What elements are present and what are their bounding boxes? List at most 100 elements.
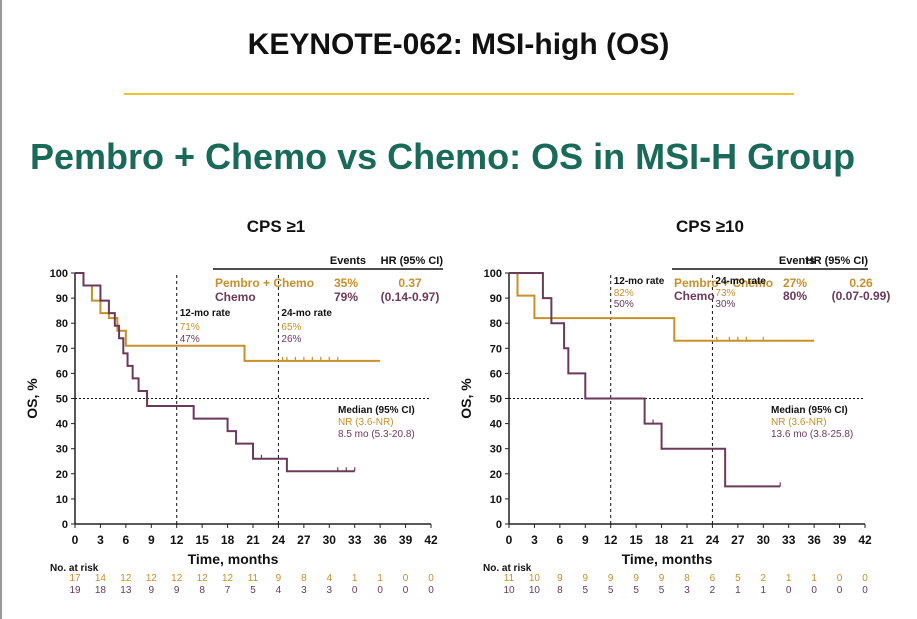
risk-table-cell: 5	[608, 585, 614, 596]
x-tick-label: 42	[858, 533, 872, 547]
risk-table-cell: 3	[684, 585, 690, 596]
landmark-rate-pembro-chemo: 71%	[180, 322, 200, 333]
risk-table-cell: 4	[276, 585, 282, 596]
risk-table-cell: 0	[428, 573, 434, 584]
risk-table-cell: 5	[735, 573, 741, 584]
km-curve-chemo	[75, 272, 355, 473]
x-tick-label: 3	[531, 533, 538, 547]
landmark-rate-pembro-chemo: 65%	[281, 322, 301, 333]
legend-label-chemo: Chemo	[215, 290, 256, 304]
y-tick-label: 90	[56, 293, 68, 305]
risk-table-cell: 4	[327, 573, 333, 584]
km-curve-pembro-chemo	[509, 272, 815, 342]
risk-table-cell: 12	[146, 573, 158, 584]
landmark-label: 12-mo rate	[614, 276, 665, 287]
y-tick-label: 90	[490, 293, 502, 305]
risk-table-cell: 8	[301, 573, 307, 584]
risk-table-cell: 3	[327, 585, 333, 596]
risk-table-cell: 8	[684, 573, 690, 584]
x-tick-label: 39	[833, 533, 847, 547]
risk-table-cell: 2	[710, 585, 716, 596]
y-tick-label: 70	[56, 343, 68, 355]
risk-table-cell: 1	[761, 585, 767, 596]
x-tick-label: 0	[506, 533, 513, 547]
legend-hr-value: 0.26	[849, 276, 873, 290]
risk-table-cell: 1	[811, 573, 817, 584]
y-tick-label: 10	[56, 494, 68, 506]
y-axis-label: OS, %	[24, 378, 40, 419]
risk-table-cell: 13	[120, 585, 132, 596]
y-tick-label: 100	[484, 268, 502, 280]
risk-table-cell: 10	[529, 585, 541, 596]
x-tick-label: 9	[582, 533, 589, 547]
median-value: 8.5 mo (5.3-20.8)	[338, 429, 415, 440]
slide-subtitle: Pembro + Chemo vs Chemo: OS in MSI-H Gro…	[30, 136, 856, 177]
x-tick-label: 21	[680, 533, 694, 547]
x-tick-label: 27	[297, 533, 311, 547]
risk-table-cell: 17	[69, 573, 81, 584]
x-tick-label: 24	[706, 533, 720, 547]
x-tick-label: 39	[399, 533, 413, 547]
legend-hr-ci-value: (0.07-0.99)	[832, 289, 891, 303]
risk-table-cell: 0	[862, 573, 868, 584]
median-label: Median (95% CI)	[338, 405, 415, 416]
legend-events-value: 27%	[783, 276, 807, 290]
landmark-label: 12-mo rate	[180, 308, 231, 319]
legend-events-value: 79%	[334, 290, 358, 304]
x-tick-label: 0	[72, 533, 79, 547]
risk-table-cell: 6	[710, 573, 716, 584]
x-tick-label: 6	[123, 533, 130, 547]
risk-table-cell: 1	[786, 573, 792, 584]
legend-events-value: 80%	[783, 289, 807, 303]
x-axis-label: Time, months	[188, 551, 279, 567]
legend-header-hr: HR (95% CI)	[806, 255, 869, 267]
risk-table-cell: 9	[633, 573, 639, 584]
y-tick-label: 20	[490, 469, 502, 481]
landmark-label: 24-mo rate	[715, 276, 766, 287]
x-tick-label: 18	[221, 533, 235, 547]
x-tick-label: 3	[97, 533, 104, 547]
y-tick-label: 70	[490, 343, 502, 355]
risk-table-cell: 8	[557, 585, 563, 596]
y-tick-label: 80	[56, 318, 68, 330]
risk-table-cell: 12	[222, 573, 234, 584]
x-tick-label: 36	[807, 533, 821, 547]
x-tick-label: 15	[629, 533, 643, 547]
y-tick-label: 100	[50, 268, 68, 280]
risk-table-cell: 12	[171, 573, 183, 584]
x-axis-label: Time, months	[622, 551, 713, 567]
risk-table-cell: 19	[69, 585, 81, 596]
legend-label-chemo: Chemo	[674, 289, 715, 303]
y-tick-label: 30	[56, 444, 68, 456]
y-tick-label: 30	[490, 444, 502, 456]
risk-table-cell: 10	[503, 585, 515, 596]
risk-table-cell: 5	[659, 585, 665, 596]
title-divider	[124, 93, 794, 95]
legend-header-events: Events	[779, 255, 815, 267]
y-tick-label: 10	[490, 494, 502, 506]
y-tick-label: 60	[490, 368, 502, 380]
legend-label-pembro-chemo: Pembro + Chemo	[215, 276, 314, 290]
y-tick-label: 60	[56, 368, 68, 380]
risk-table-cell: 10	[529, 573, 541, 584]
x-tick-label: 12	[604, 533, 618, 547]
median-value: 13.6 mo (3.8-25.8)	[771, 429, 853, 440]
x-tick-label: 6	[557, 533, 564, 547]
legend-hr-ci-value: (0.14-0.97)	[381, 290, 440, 304]
landmark-rate-chemo: 30%	[715, 299, 735, 310]
x-tick-label: 27	[731, 533, 745, 547]
y-tick-label: 50	[490, 394, 502, 406]
x-tick-label: 36	[373, 533, 387, 547]
risk-table-cell: 1	[735, 585, 741, 596]
legend-header-events: Events	[330, 255, 366, 267]
risk-table-cell: 5	[583, 585, 589, 596]
legend-events-value: 35%	[334, 276, 358, 290]
y-tick-label: 50	[56, 394, 68, 406]
risk-table-cell: 2	[761, 573, 767, 584]
legend-header-hr: HR (95% CI)	[381, 255, 444, 267]
risk-table-cell: 11	[248, 573, 259, 584]
x-tick-label: 24	[272, 533, 286, 547]
y-tick-label: 40	[56, 419, 68, 431]
x-tick-label: 18	[655, 533, 669, 547]
